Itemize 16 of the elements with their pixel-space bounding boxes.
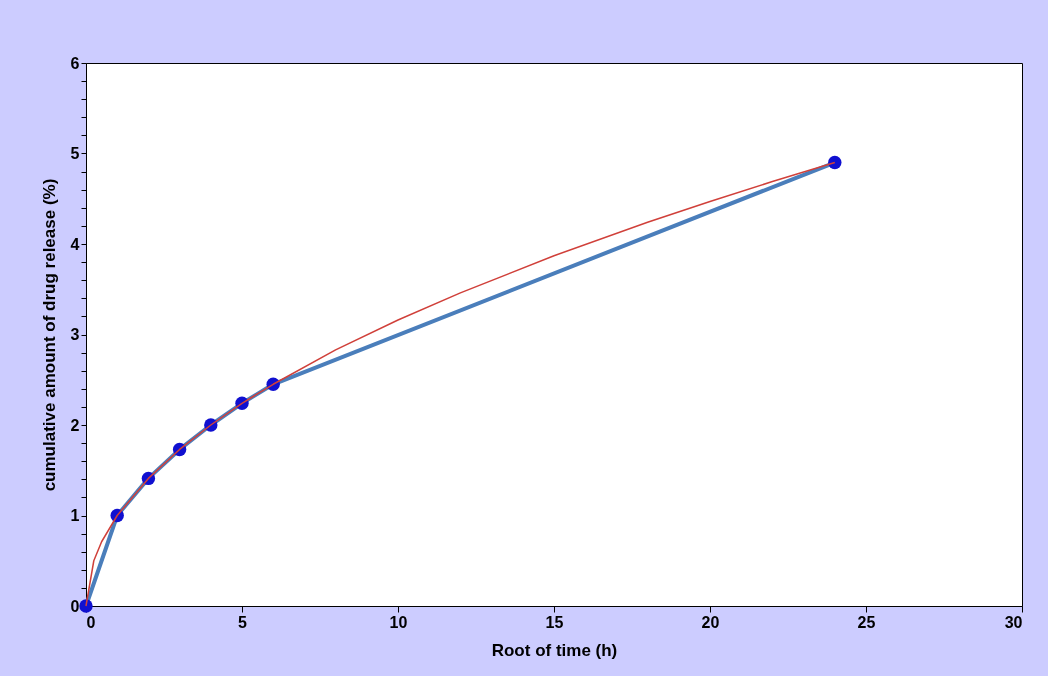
y-tick-label: 6: [70, 54, 80, 72]
x-axis-title: Root of time (h): [491, 640, 618, 660]
y-tick-label: 1: [70, 507, 80, 524]
y-tick-label: 2: [70, 416, 80, 434]
y-axis-title: cumulative amount of drug release (%): [39, 178, 59, 492]
x-tick-label: 5: [238, 613, 248, 631]
y-tick-label: 3: [70, 326, 80, 343]
x-tick-label: 30: [1004, 613, 1023, 631]
x-tick-label: 15: [545, 613, 564, 631]
x-tick-label: 0: [86, 613, 96, 631]
x-tick-label: 20: [701, 613, 720, 631]
x-tick-label: 10: [389, 613, 408, 631]
y-tick-label: 0: [70, 597, 80, 615]
x-tick-label: 25: [857, 613, 876, 631]
y-tick-label: 4: [70, 235, 80, 253]
y-tick-label: 5: [70, 145, 80, 162]
